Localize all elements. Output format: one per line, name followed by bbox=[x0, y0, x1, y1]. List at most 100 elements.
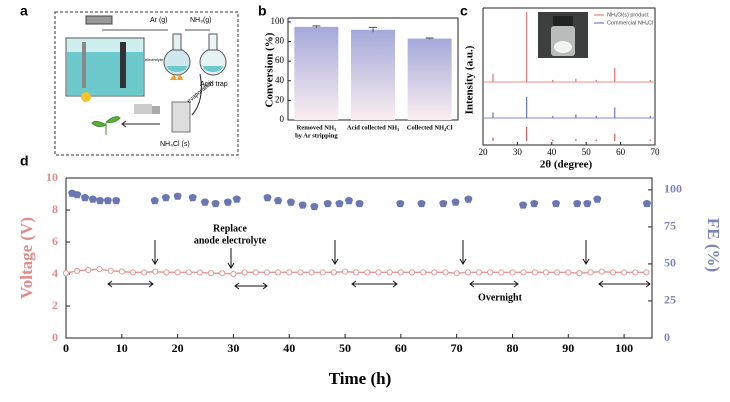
x-tick-label: Collected NH₄Cl bbox=[407, 124, 453, 131]
y-tick-label: 2 bbox=[52, 298, 58, 312]
annotation: anode electrolyte bbox=[194, 235, 267, 246]
fe-marker bbox=[286, 198, 295, 206]
fe-marker bbox=[519, 201, 528, 209]
label: Acid trap bbox=[200, 81, 228, 88]
fe-marker bbox=[464, 195, 473, 203]
voltage-marker bbox=[587, 269, 594, 276]
voltage-marker bbox=[609, 269, 617, 276]
panel-label: b bbox=[258, 3, 267, 19]
fe-marker bbox=[396, 199, 405, 208]
voltage-marker bbox=[464, 269, 471, 276]
voltage-marker bbox=[408, 269, 416, 276]
fe-marker bbox=[188, 194, 197, 202]
voltage-marker bbox=[118, 268, 125, 275]
x-tick-label: by Ar stripping bbox=[295, 132, 338, 139]
y-tick-label: 20 bbox=[275, 94, 285, 104]
y-tick-label: 100 bbox=[271, 16, 285, 26]
error-bar bbox=[369, 26, 377, 33]
y-tick-label: 80 bbox=[275, 36, 285, 46]
x-tick-label: 40 bbox=[547, 147, 557, 157]
voltage-marker bbox=[308, 269, 315, 276]
fe-marker bbox=[335, 199, 344, 208]
voltage-marker bbox=[353, 269, 360, 276]
voltage-marker bbox=[319, 269, 326, 276]
voltage-marker bbox=[163, 269, 170, 276]
x-tick-label: 70 bbox=[451, 341, 463, 355]
x-axis-title: 2θ (degree) bbox=[540, 159, 593, 171]
annotation: Overnight bbox=[478, 292, 523, 303]
label: NH₃(g) bbox=[190, 17, 212, 24]
voltage-marker bbox=[74, 267, 81, 274]
voltage-marker bbox=[620, 269, 628, 276]
voltage-marker bbox=[152, 268, 159, 275]
x-tick-label: 50 bbox=[582, 147, 592, 157]
voltage-marker bbox=[509, 269, 516, 276]
inset-photo bbox=[538, 12, 588, 58]
voltage-marker bbox=[520, 269, 527, 276]
voltage-marker bbox=[475, 269, 483, 276]
x-tick-label: 80 bbox=[506, 341, 518, 355]
y2-tick-label: 50 bbox=[664, 256, 676, 270]
voltage-marker bbox=[386, 269, 393, 276]
fe-marker bbox=[96, 197, 105, 205]
voltage-marker bbox=[397, 269, 404, 276]
x-tick-label: 30 bbox=[227, 341, 239, 355]
fe-marker bbox=[161, 194, 170, 202]
schematic bbox=[65, 15, 227, 135]
voltage-marker bbox=[565, 269, 572, 276]
voltage-marker bbox=[341, 268, 349, 275]
fe-marker bbox=[451, 198, 460, 206]
error-bar bbox=[425, 37, 434, 40]
voltage-marker bbox=[219, 270, 226, 277]
y-tick-label: 6 bbox=[52, 234, 58, 248]
voltage-marker bbox=[230, 270, 237, 278]
y2-tick-label: 25 bbox=[664, 293, 676, 307]
voltage-marker bbox=[252, 269, 259, 276]
voltage-marker bbox=[330, 269, 337, 276]
error-bar bbox=[312, 25, 321, 28]
x-tick-label: 0 bbox=[63, 341, 69, 355]
fe-marker bbox=[112, 197, 121, 205]
y-tick-label: 0 bbox=[52, 330, 58, 344]
voltage-marker bbox=[598, 268, 605, 275]
axis bbox=[287, 17, 459, 121]
fe-marker bbox=[439, 199, 448, 208]
fe-marker bbox=[150, 197, 159, 205]
voltage-marker bbox=[174, 269, 181, 276]
x-tick-label: 20 bbox=[479, 147, 489, 157]
voltage-marker bbox=[364, 269, 371, 276]
voltage-marker bbox=[241, 269, 248, 276]
fe-marker bbox=[232, 195, 241, 203]
voltage-marker bbox=[554, 269, 561, 276]
panel-label: a bbox=[20, 3, 28, 19]
x-tick-label: 30 bbox=[513, 147, 523, 157]
voltage-marker bbox=[96, 266, 103, 273]
voltage-marker bbox=[85, 266, 92, 274]
fe-marker bbox=[274, 197, 283, 205]
x-tick-label: 40 bbox=[283, 341, 295, 355]
voltage-marker bbox=[576, 270, 583, 277]
voltage-marker bbox=[107, 267, 114, 274]
x-tick-label: 100 bbox=[615, 341, 633, 355]
voltage-marker bbox=[498, 269, 505, 276]
x-tick-label: 20 bbox=[172, 341, 184, 355]
voltage-marker bbox=[643, 269, 650, 276]
voltage-marker bbox=[185, 269, 192, 276]
y2-tick-label: 0 bbox=[664, 330, 670, 344]
fe-marker bbox=[298, 201, 307, 209]
voltage-marker bbox=[487, 269, 494, 276]
y2-axis-title: FE (%) bbox=[704, 218, 723, 272]
x-tick-label: 50 bbox=[339, 341, 351, 355]
label: NH₄Cl (s) bbox=[160, 141, 190, 148]
y-tick-label: 40 bbox=[275, 75, 285, 85]
label: electrolyte bbox=[145, 57, 164, 62]
fe-marker bbox=[73, 191, 82, 199]
fe-marker bbox=[211, 199, 220, 208]
y-tick-label: 60 bbox=[275, 55, 285, 65]
y-tick-label: 0 bbox=[280, 114, 285, 124]
voltage-marker bbox=[196, 269, 204, 276]
y-axis-title: Voltage (V) bbox=[17, 217, 36, 299]
fe-marker bbox=[80, 194, 89, 202]
voltage-marker bbox=[375, 269, 382, 276]
